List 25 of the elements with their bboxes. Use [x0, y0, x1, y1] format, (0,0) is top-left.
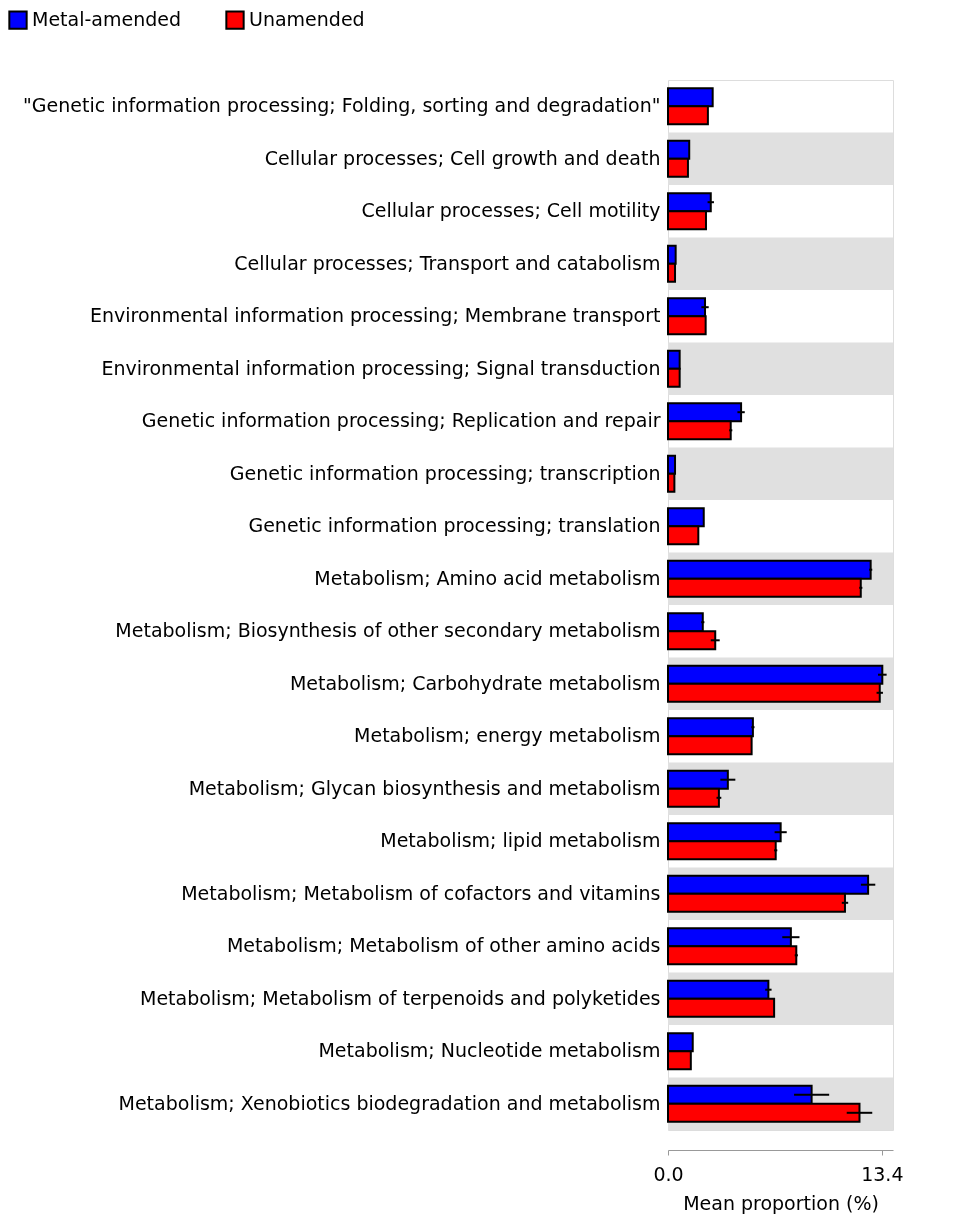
x-tick-label: 13.4	[861, 1162, 904, 1185]
y-tick-label: Metabolism; Glycan biosynthesis and metabolism	[188, 776, 661, 799]
legend-label: Unamended	[249, 8, 365, 31]
y-tick-label: Metabolism; Amino acid metabolism	[314, 566, 661, 589]
y-tick-label: Metabolism; energy metabolism	[354, 724, 661, 747]
y-tick-label: Genetic information processing; transcription	[229, 461, 661, 484]
y-tick-label: Metabolism; Nucleotide metabolism	[318, 1039, 661, 1062]
x-axis-title: Mean proportion (%)	[683, 1191, 879, 1214]
x-tick-label: 0.0	[653, 1162, 684, 1185]
y-tick-label: Cellular processes; Cell growth and death	[264, 146, 661, 169]
y-tick-label: Metabolism; Biosynthesis of other secondary metabolism	[115, 619, 661, 642]
y-tick-label: Metabolism; Metabolism of terpenoids and polyketides	[139, 986, 661, 1009]
y-tick-label: Environmental information processing; Signal transduction	[101, 356, 661, 379]
y-tick-label: Genetic information processing; Replication and repair	[141, 409, 661, 432]
y-tick-label: "Genetic information processing; Folding, sorting and degradation"	[23, 94, 661, 117]
y-tick-label: Genetic information processing; translation	[248, 514, 661, 537]
y-tick-label: Metabolism; lipid metabolism	[380, 829, 661, 852]
y-tick-label: Metabolism; Metabolism of cofactors and vitamins	[181, 881, 661, 904]
legend-label: Metal-amended	[32, 8, 182, 31]
y-tick-label: Metabolism; Metabolism of other amino acids	[226, 934, 661, 957]
y-tick-label: Metabolism; Xenobiotics biodegradation and metabolism	[118, 1091, 661, 1114]
y-tick-label: Metabolism; Carbohydrate metabolism	[289, 671, 661, 694]
y-tick-label: Environmental information processing; Membrane transport	[90, 304, 661, 327]
y-tick-label: Cellular processes; Transport and catabolism	[234, 251, 661, 274]
y-tick-label: Cellular processes; Cell motility	[361, 199, 661, 222]
